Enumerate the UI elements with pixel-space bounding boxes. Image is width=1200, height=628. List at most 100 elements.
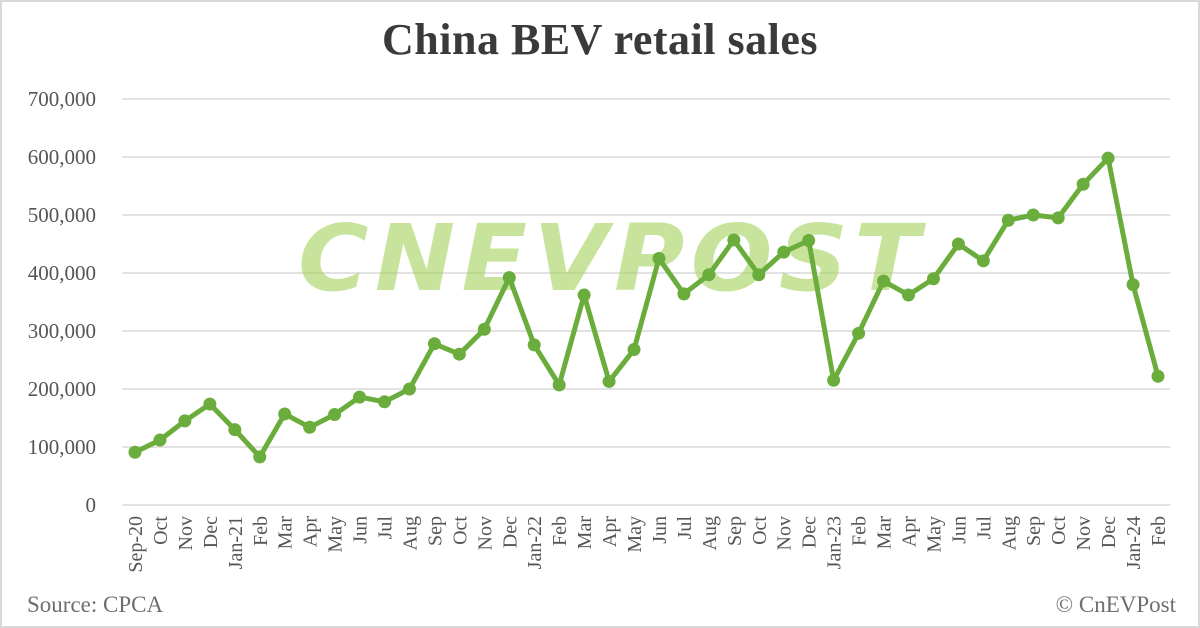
x-tick-label: Dec: [799, 516, 821, 548]
x-tick-label: Nov: [175, 516, 197, 550]
copyright-credit: © CnEVPost: [1055, 592, 1176, 617]
data-point: [477, 322, 491, 336]
x-tick-label: Nov: [474, 516, 496, 550]
data-point: [427, 337, 441, 351]
data-point: [527, 338, 541, 352]
data-point: [178, 414, 192, 428]
data-point: [353, 390, 367, 404]
data-point: [328, 408, 342, 422]
data-point: [378, 395, 392, 409]
x-tick-label: Mar: [275, 516, 297, 550]
y-axis-labels: 0 100,000 200,000 300,000 400,000 500,000 600,…: [28, 87, 96, 517]
x-tick-label: Sep-20: [125, 516, 147, 573]
data-point: [852, 326, 866, 340]
x-tick-label: Apr: [898, 516, 920, 547]
x-tick-label: Jan-22: [524, 516, 546, 569]
data-point: [1001, 213, 1015, 227]
x-tick-label: Feb: [549, 516, 571, 546]
y-tick-label: 700,000: [28, 87, 96, 111]
y-tick-label: 300,000: [28, 319, 96, 343]
x-tick-label: Dec: [499, 516, 521, 548]
x-tick-label: Jun: [649, 516, 671, 544]
y-tick-label: 0: [86, 493, 97, 517]
data-point: [278, 407, 292, 421]
data-point: [1101, 151, 1115, 165]
data-point: [1051, 211, 1065, 225]
x-tick-label: Nov: [1073, 516, 1095, 550]
data-point: [652, 252, 666, 265]
x-tick-label: May: [325, 516, 347, 553]
watermark-logo: CNEVPOST: [298, 205, 926, 312]
data-point: [303, 420, 317, 434]
data-point: [253, 450, 267, 464]
data-point: [1151, 369, 1165, 383]
x-tick-label: Jun: [948, 516, 970, 544]
source-note: Source: CPCA: [27, 592, 164, 617]
x-tick-label: Feb: [1148, 516, 1170, 546]
x-tick-label: Aug: [399, 516, 421, 550]
data-point: [627, 343, 641, 357]
x-tick-label: Apr: [599, 516, 621, 547]
data-point: [802, 234, 816, 248]
x-tick-label: Jul: [973, 516, 995, 540]
chart-title: China BEV retail sales: [382, 15, 818, 64]
y-tick-label: 500,000: [28, 203, 96, 227]
x-tick-label: Oct: [749, 516, 771, 545]
data-point: [502, 271, 516, 285]
data-point: [228, 423, 242, 437]
data-point: [203, 397, 217, 411]
x-axis-labels: Sep-20 Oct Nov Dec Jan-21 Feb Mar Apr May Jun Jul A…: [125, 516, 1170, 573]
data-point: [702, 268, 716, 282]
data-point: [1076, 177, 1090, 191]
x-tick-label: Oct: [150, 516, 172, 545]
data-point: [777, 245, 791, 259]
x-tick-label: Jul: [375, 516, 397, 540]
x-tick-label: Jan-21: [225, 516, 247, 569]
x-tick-label: Sep: [424, 516, 446, 546]
data-point: [128, 445, 142, 459]
data-point: [926, 272, 940, 286]
x-tick-label: Oct: [1048, 516, 1070, 545]
data-point: [901, 288, 915, 302]
x-tick-label: May: [624, 516, 646, 553]
x-tick-label: Nov: [774, 516, 796, 550]
x-tick-label: Aug: [699, 516, 721, 550]
data-point: [402, 382, 416, 396]
y-tick-label: 100,000: [28, 435, 96, 459]
gridlines: [122, 98, 1170, 506]
x-tick-label: Jun: [350, 516, 372, 544]
data-point: [827, 373, 841, 387]
data-point: [1126, 278, 1140, 292]
x-tick-label: Feb: [250, 516, 272, 546]
x-tick-label: Jul: [674, 516, 696, 540]
x-tick-label: Jan-24: [1123, 516, 1145, 569]
data-point: [951, 237, 965, 251]
data-point: [727, 233, 741, 247]
data-point: [552, 378, 566, 392]
data-point: [452, 347, 466, 361]
x-tick-label: Dec: [1098, 516, 1120, 548]
data-point: [1026, 208, 1040, 222]
data-point: [153, 433, 167, 447]
y-tick-label: 200,000: [28, 377, 96, 401]
x-tick-label: Aug: [998, 516, 1020, 550]
x-tick-label: Feb: [849, 516, 871, 546]
data-point: [602, 374, 616, 388]
data-point: [577, 288, 591, 302]
x-tick-label: Mar: [874, 516, 896, 550]
data-points: [128, 151, 1165, 464]
x-tick-label: May: [923, 516, 945, 553]
x-tick-label: Dec: [200, 516, 222, 548]
x-tick-label: Sep: [724, 516, 746, 546]
y-tick-label: 400,000: [28, 261, 96, 285]
x-tick-label: Jan-23: [824, 516, 846, 569]
data-point: [877, 274, 891, 288]
y-tick-label: 600,000: [28, 145, 96, 169]
data-point: [752, 268, 766, 282]
data-point: [976, 254, 990, 268]
x-tick-label: Oct: [449, 516, 471, 545]
x-tick-label: Mar: [574, 516, 596, 550]
x-tick-label: Sep: [1023, 516, 1045, 546]
